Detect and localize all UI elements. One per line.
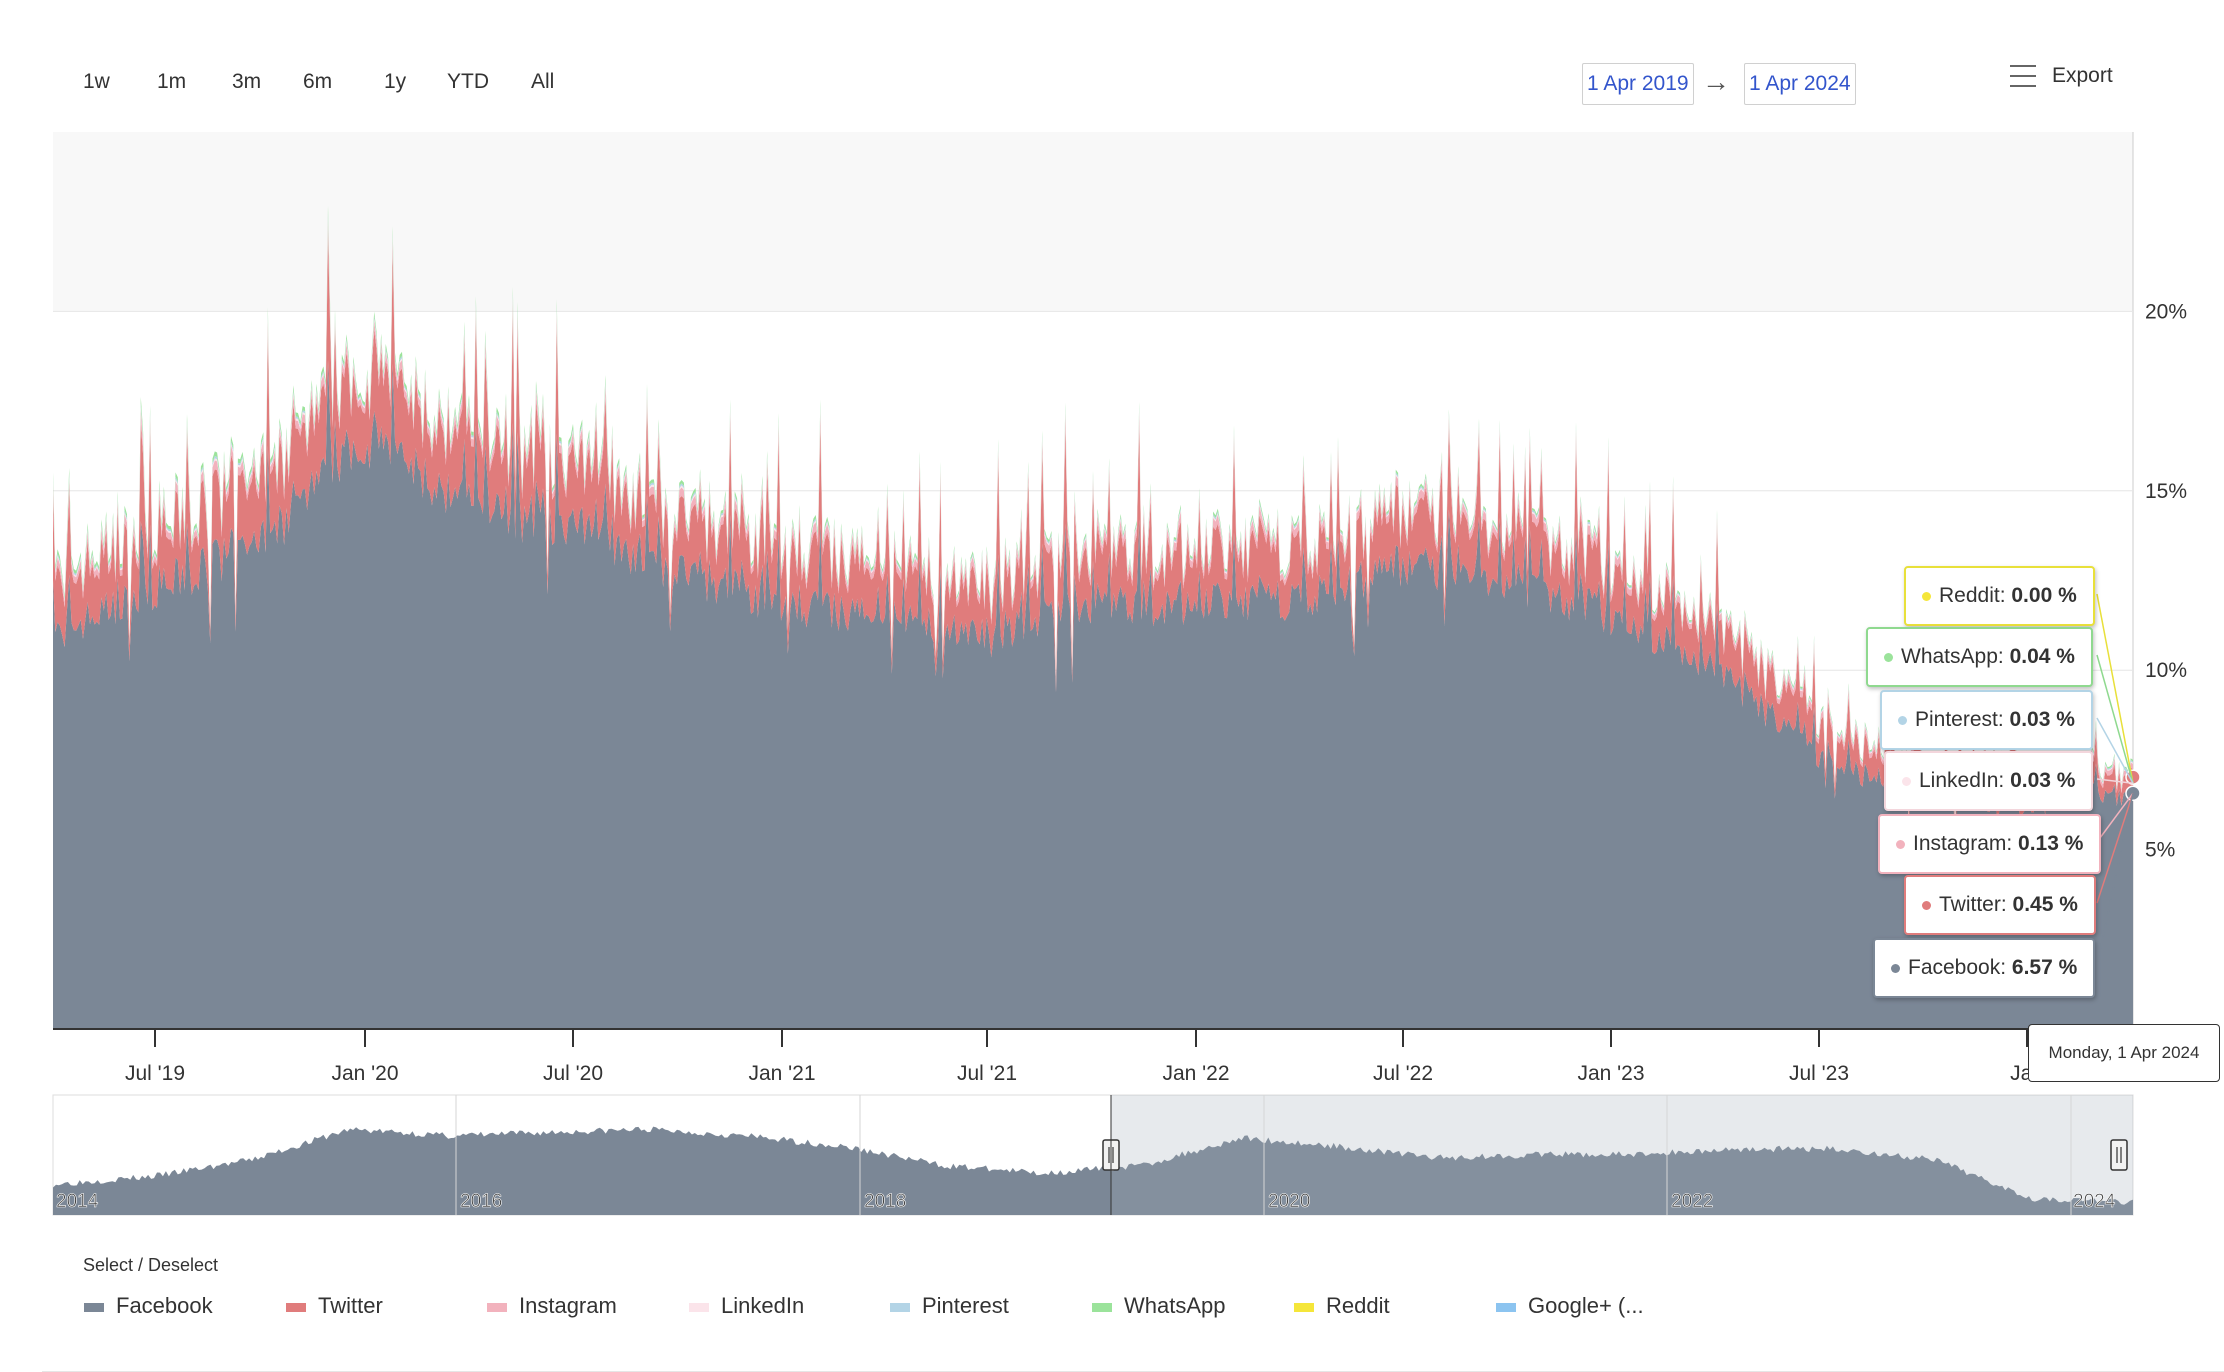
date-from-input[interactable]: 1 Apr 2019 [1582,63,1694,105]
tooltip-connector [2096,792,2134,843]
tooltip-connector [2096,778,2134,785]
y-tick-label: 5% [2145,839,2175,862]
x-tick-label: Jul '23 [1789,1062,1849,1085]
range-6m-button[interactable]: 6m [303,70,333,93]
tooltip-whatsapp: WhatsApp: 0.04 % [1866,627,2093,687]
navigator-year-label: 2018 [864,1191,906,1212]
legend-item-instagram[interactable]: Instagram [487,1293,617,1319]
instagram-dot-icon [1896,839,1905,849]
facebook-swatch-icon [84,1302,104,1312]
range-3m-button[interactable]: 3m [232,70,262,93]
legend-item-reddit[interactable]: Reddit [1294,1293,1390,1319]
reddit-swatch-icon [1294,1302,1314,1312]
navigator-year-label: 2020 [1268,1191,1310,1212]
tooltip-connector [2096,593,2134,784]
export-button[interactable]: Export [2010,64,2113,88]
tooltip-connector [2096,717,2134,784]
hover-marker-twitter [2125,769,2141,785]
facebook-dot-icon [1891,963,1900,973]
tooltip-linkedin: LinkedIn: 0.03 % [1884,751,2094,811]
legend-item-twitter[interactable]: Twitter [286,1293,383,1319]
navigator-year-label: 2014 [56,1191,99,1212]
date-tooltip: Monday, 1 Apr 2024 [2028,1024,2220,1082]
navigator-year-label: 2016 [460,1191,502,1212]
series-area-twitter [53,234,2133,834]
export-label: Export [2052,64,2113,87]
twitter-dot-icon [1922,900,1931,910]
x-tick-label: Jul '21 [957,1062,1017,1085]
series-area-facebook [53,360,2133,1029]
y-tick-label: 20% [2145,300,2187,323]
tooltip-twitter: Twitter: 0.45 % [1904,875,2096,935]
navigator-year-label: 2022 [1671,1191,1713,1212]
linkedin-dot-icon [1902,776,1911,786]
legend-title: Select / Deselect [83,1255,219,1275]
tooltip-connector [2096,793,2134,904]
y-tick-label: 15% [2145,480,2187,503]
series-area-instagram [53,220,2133,829]
tooltip-pinterest: Pinterest: 0.03 % [1880,690,2093,750]
tooltip-reddit: Reddit: 0.00 % [1904,566,2095,626]
tooltip-connector [2096,654,2134,784]
googleplus-swatch-icon [1496,1302,1516,1312]
menu-icon [2010,65,2036,88]
navigator-selection [1111,1095,2133,1215]
reddit-dot-icon [1922,591,1931,601]
range-ytd-button[interactable]: YTD [447,70,489,93]
navigator-area [53,1126,2133,1215]
pinterest-swatch-icon [890,1302,910,1312]
range-1w-button[interactable]: 1w [83,70,110,93]
x-tick-label: Jul '19 [125,1062,185,1085]
range-1y-button[interactable]: 1y [384,70,407,93]
tooltip-connector [2096,793,2134,967]
date-to-input[interactable]: 1 Apr 2024 [1744,63,1856,105]
x-tick-label: Jan '21 [748,1062,815,1085]
x-tick-label: Jan '23 [1577,1062,1644,1085]
range-all-button[interactable]: All [531,70,555,93]
legend-item-linkedin[interactable]: LinkedIn [689,1293,804,1319]
legend-item-pinterest[interactable]: Pinterest [890,1293,1009,1319]
whatsapp-dot-icon [1884,652,1893,662]
navigator-right-handle[interactable] [2110,1139,2128,1171]
x-tick-label: Jul '22 [1373,1062,1433,1085]
x-tick-label: Jul '20 [543,1062,603,1085]
twitter-swatch-icon [286,1302,306,1312]
instagram-swatch-icon [487,1302,507,1312]
pinterest-dot-icon [1898,715,1907,725]
range-1m-button[interactable]: 1m [157,70,187,93]
whatsapp-swatch-icon [1092,1302,1112,1312]
x-tick-label: Jan '22 [1162,1062,1229,1085]
range-arrow-icon: → [1702,66,1730,97]
legend-item-googleplus[interactable]: Google+ (... [1496,1293,1644,1319]
legend-item-whatsapp[interactable]: WhatsApp [1092,1293,1226,1319]
plot-top-band [53,132,2133,312]
linkedin-swatch-icon [689,1302,709,1312]
y-tick-label: 10% [2145,659,2187,682]
x-tick-label: Jan '20 [331,1062,398,1085]
tooltip-facebook: Facebook: 6.57 % [1873,938,2096,998]
legend-item-facebook[interactable]: Facebook [84,1293,213,1319]
navigator-year-label: 2024 [2073,1191,2116,1212]
tooltip-instagram: Instagram: 0.13 % [1878,814,2102,874]
